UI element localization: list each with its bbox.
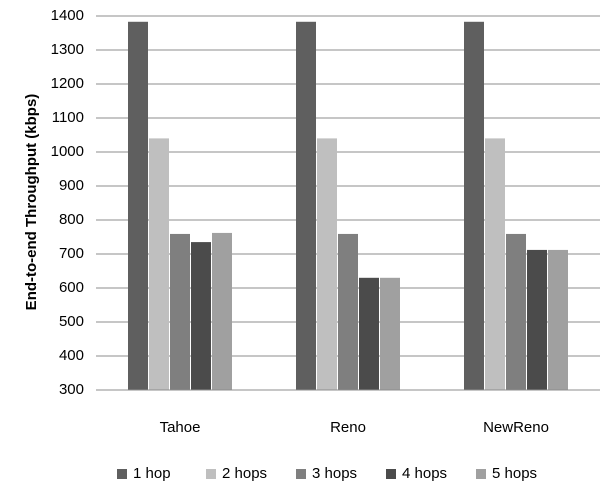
bar-newreno-series-1	[464, 21, 484, 391]
legend-swatch-series-3	[296, 469, 306, 479]
bar-newreno-series-3	[506, 233, 526, 390]
legend-label-series-2: 2 hops	[222, 465, 267, 482]
legend-label-series-3: 3 hops	[312, 465, 357, 482]
bar-reno-series-2	[317, 138, 337, 390]
y-tick-label-600: 600	[59, 279, 84, 296]
y-axis-label: End-to-end Throughput (kbps)	[23, 94, 40, 311]
y-tick-label-1400: 1400	[51, 7, 84, 24]
x-tick-label-newreno: NewReno	[483, 419, 549, 436]
y-tick-label-400: 400	[59, 347, 84, 364]
bar-newreno-series-4	[527, 249, 547, 390]
legend-swatch-series-5	[476, 469, 486, 479]
x-tick-label-tahoe: Tahoe	[160, 419, 201, 436]
bar-reno-series-3	[338, 233, 358, 390]
y-tick-label-500: 500	[59, 313, 84, 330]
bar-newreno-series-2	[485, 138, 505, 390]
legend-swatch-series-4	[386, 469, 396, 479]
bar-reno-series-5	[380, 277, 400, 390]
bar-newreno-series-5	[548, 249, 568, 390]
y-tick-labels: 300 400 500 600 700 800 900 1000 1100 1200 1300 140…	[51, 7, 84, 398]
bar-tahoe-series-1	[128, 21, 148, 391]
legend-label-series-5: 5 hops	[492, 465, 537, 482]
y-tick-label-900: 900	[59, 177, 84, 194]
x-tick-label-reno: Reno	[330, 419, 366, 436]
legend-swatch-series-2	[206, 469, 216, 479]
bar-reno-series-4	[359, 277, 379, 390]
bar-tahoe-series-2	[149, 138, 169, 390]
legend-swatch-series-1	[117, 469, 127, 479]
bar-marks	[128, 21, 568, 391]
bar-reno-series-1	[296, 21, 316, 391]
legend-label-series-4: 4 hops	[402, 465, 447, 482]
y-tick-label-1000: 1000	[51, 143, 84, 160]
bar-tahoe-series-4	[191, 242, 211, 390]
y-tick-label-300: 300	[59, 381, 84, 398]
bar-tahoe-series-3	[170, 233, 190, 390]
y-tick-label-1100: 1100	[52, 109, 84, 126]
y-tick-label-1300: 1300	[51, 41, 84, 58]
y-tick-label-1200: 1200	[51, 75, 84, 92]
bar-tahoe-series-5	[212, 232, 232, 390]
legend-label-series-1: 1 hop	[133, 465, 171, 482]
x-tick-labels: Tahoe Reno NewReno	[160, 419, 549, 436]
y-tick-label-700: 700	[59, 245, 84, 262]
y-tick-label-800: 800	[59, 211, 84, 228]
legend: 1 hop 2 hops 3 hops 4 hops 5 hops	[117, 465, 537, 482]
